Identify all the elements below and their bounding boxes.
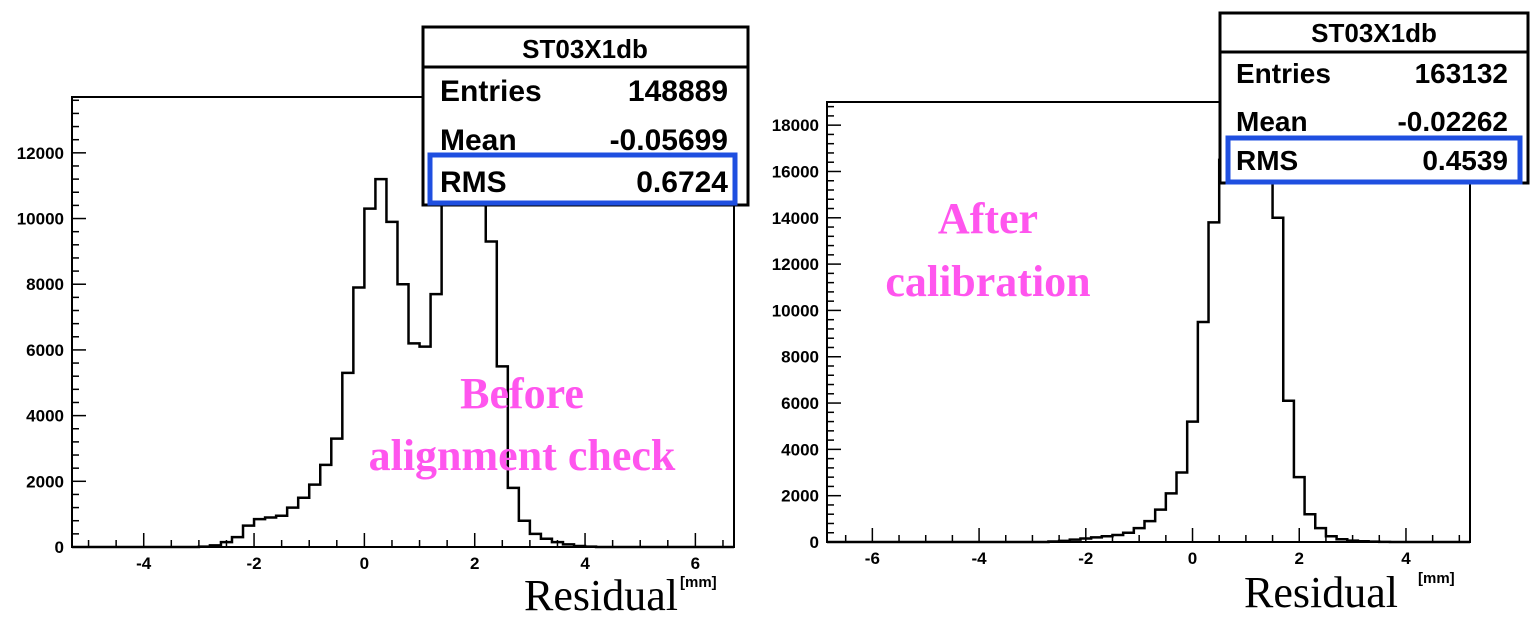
- y-tick-label: 12000: [17, 144, 64, 163]
- stats-value-entries: 163132: [1415, 58, 1508, 89]
- x-axis-label: Residual: [524, 571, 678, 620]
- x-tick-label: -2: [1078, 549, 1093, 568]
- y-tick-label: 2000: [781, 487, 819, 506]
- annotation-line-2: alignment check: [369, 431, 676, 480]
- x-tick-label: 2: [1295, 549, 1304, 568]
- y-tick-label: 18000: [772, 116, 819, 135]
- y-tick-label: 6000: [26, 341, 64, 360]
- y-axis-ticks: 0 2000 4000 6000 8000 10000 12000 14000 16000 180…: [772, 105, 841, 552]
- stats-title: ST03X1db: [522, 34, 648, 64]
- stats-value-mean: -0.05699: [610, 124, 728, 157]
- stats-box: ST03X1db Entries 148889 Mean -0.05699 RM…: [421, 25, 750, 207]
- x-axis-label: Residual: [1244, 568, 1398, 617]
- y-tick-label: 4000: [781, 440, 819, 459]
- x-tick-label: 2: [470, 554, 479, 573]
- histogram-line: [72, 122, 734, 549]
- y-tick-label: 0: [55, 538, 64, 557]
- x-tick-label: 4: [580, 554, 590, 573]
- x-tick-label: -4: [136, 554, 152, 573]
- x-tick-label: -2: [246, 554, 261, 573]
- x-tick-label: -6: [865, 549, 880, 568]
- stats-label-mean: Mean: [1236, 106, 1308, 137]
- stats-value-rms: 0.6724: [636, 166, 728, 199]
- x-tick-label: 4: [1401, 549, 1411, 568]
- histogram-line: [827, 128, 1470, 544]
- stats-value-rms: 0.4539: [1422, 145, 1508, 176]
- stats-value-entries: 148889: [628, 75, 728, 108]
- x-tick-label: -4: [972, 549, 988, 568]
- x-tick-label: 0: [360, 554, 369, 573]
- x-tick-label: 6: [691, 554, 700, 573]
- stats-label-entries: Entries: [440, 75, 542, 108]
- y-tick-label: 8000: [781, 348, 819, 367]
- x-axis-ticks: -4 -2 0 2 4 6: [87, 533, 724, 573]
- annotation-line-1: Before: [460, 369, 584, 418]
- y-axis-ticks: 0 2000 4000 6000 8000 10000 12000: [17, 99, 86, 557]
- y-tick-label: 8000: [26, 275, 64, 294]
- stats-title: ST03X1db: [1311, 18, 1437, 48]
- stats-value-mean: -0.02262: [1397, 106, 1508, 137]
- stats-label-rms: RMS: [1236, 145, 1298, 176]
- x-axis-unit: [mm]: [1418, 570, 1455, 587]
- histogram-panel-right: 0 2000 4000 6000 8000 10000 12000 14000 16000 180…: [772, 11, 1530, 617]
- y-tick-label: 14000: [772, 209, 819, 228]
- rms-highlight: [427, 152, 738, 206]
- x-tick-label: 0: [1188, 549, 1197, 568]
- annotation-line-2: calibration: [885, 257, 1090, 306]
- y-tick-label: 16000: [772, 162, 819, 181]
- y-tick-label: 6000: [781, 394, 819, 413]
- plot-frame: [71, 96, 735, 548]
- stats-label-entries: Entries: [1236, 58, 1331, 89]
- y-tick-label: 10000: [772, 301, 819, 320]
- stats-box: ST03X1db Entries 163132 Mean -0.02262 RM…: [1218, 11, 1530, 185]
- x-axis-ticks: -6 -4 -2 0 2 4: [844, 528, 1461, 568]
- plot-frame: [826, 101, 1471, 543]
- y-tick-label: 10000: [17, 210, 64, 229]
- stats-label-rms: RMS: [440, 166, 507, 199]
- y-tick-label: 0: [810, 533, 819, 552]
- y-tick-label: 12000: [772, 255, 819, 274]
- annotation-line-1: After: [938, 194, 1038, 243]
- y-tick-label: 2000: [26, 472, 64, 491]
- histogram-panel-left: 0 2000 4000 6000 8000 10000 12000 -4 -2 0 2 4 6 Bef…: [17, 25, 750, 620]
- x-axis-unit: [mm]: [680, 574, 717, 591]
- stats-label-mean: Mean: [440, 124, 517, 157]
- y-tick-label: 4000: [26, 407, 64, 426]
- rms-highlight: [1225, 135, 1523, 185]
